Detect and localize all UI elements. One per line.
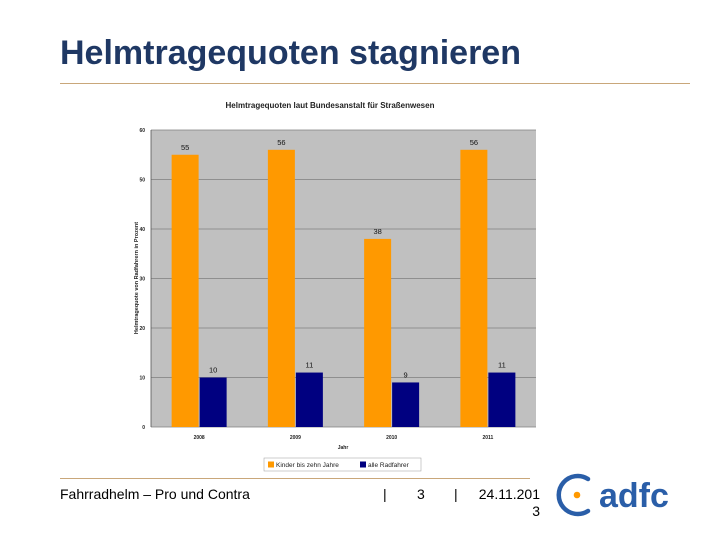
footer-date: 24.11.2013 (478, 486, 540, 519)
bar-kinder-2011 (460, 149, 488, 428)
x-tick-label: 2008 (194, 435, 205, 441)
x-axis-label: Jahr (338, 445, 349, 451)
bar-chart: Helmtragequoten laut Bundesanstalt für S… (126, 92, 556, 477)
chart-container: Helmtragequoten laut Bundesanstalt für S… (126, 92, 556, 477)
title-divider (60, 83, 690, 84)
logo-arc-icon (556, 473, 591, 517)
footer-title: Fahrradhelm – Pro und Contra (60, 486, 250, 502)
y-tick-label: 40 (139, 227, 145, 233)
y-tick-label: 20 (139, 326, 145, 332)
y-tick-label: 10 (139, 376, 145, 382)
y-ticks: 0 10 20 30 40 50 60 (139, 128, 145, 431)
data-label: 10 (209, 366, 217, 375)
logo-dot-icon (573, 491, 581, 499)
adfc-logo: adfc (556, 473, 669, 517)
x-tick-label: 2010 (386, 435, 397, 441)
y-tick-label: 60 (139, 128, 145, 134)
legend-label: Kinder bis zehn Jahre (276, 462, 339, 469)
x-tick-label: 2011 (482, 435, 493, 441)
legend: Kinder bis zehn Jahre alle Radfahrer (263, 457, 422, 472)
data-label: 56 (470, 138, 478, 147)
legend-label: alle Radfahrer (368, 462, 410, 469)
footer-separator: | (454, 486, 458, 502)
data-label: 11 (305, 361, 313, 370)
bar-kinder-2009 (267, 149, 295, 428)
y-axis-label: Helmtragequote von Radfahrern in Prozent (134, 222, 140, 334)
slide-title: Helmtragequoten stagnieren (60, 34, 521, 72)
y-tick-label: 50 (139, 178, 145, 184)
bar-alle-2008 (199, 377, 227, 427)
data-label: 11 (498, 361, 506, 370)
data-label: 56 (277, 138, 285, 147)
x-tick-labels: 2008 2009 2010 2011 (194, 435, 494, 441)
page-number: 3 (417, 486, 425, 502)
bar-alle-2009 (295, 372, 323, 427)
bar-kinder-2008 (171, 154, 199, 427)
legend-swatch (268, 461, 274, 468)
bar-alle-2010 (392, 382, 420, 427)
x-tick-label: 2009 (290, 435, 301, 441)
bars (171, 149, 516, 428)
footer-separator: | (383, 486, 387, 502)
bar-alle-2011 (488, 372, 516, 427)
footer-divider (60, 478, 530, 479)
logo-text: adfc (599, 477, 669, 515)
data-label: 55 (181, 143, 189, 152)
data-label: 38 (373, 227, 381, 236)
data-label: 9 (404, 370, 408, 379)
bar-kinder-2010 (364, 238, 392, 427)
chart-title: Helmtragequoten laut Bundesanstalt für S… (226, 101, 435, 110)
data-labels: 55 10 56 11 38 9 56 11 (181, 138, 506, 380)
legend-swatch (360, 461, 366, 468)
y-tick-label: 30 (139, 277, 145, 283)
legend-box (263, 457, 422, 472)
y-tick-label: 0 (142, 425, 145, 431)
